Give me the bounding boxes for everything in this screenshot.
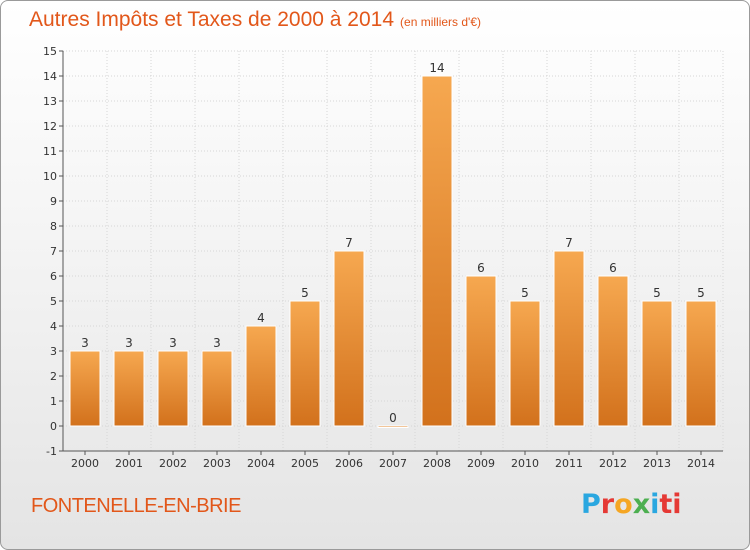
data-label: 3 bbox=[213, 336, 221, 350]
data-label: 14 bbox=[429, 61, 444, 75]
bar bbox=[421, 75, 453, 427]
x-tick-label: 2003 bbox=[203, 457, 231, 470]
x-tick-label: 2007 bbox=[379, 457, 407, 470]
commune-name: FONTENELLE-EN-BRIE bbox=[31, 495, 241, 517]
data-label: 3 bbox=[125, 336, 133, 350]
y-tick-label: 10 bbox=[43, 170, 57, 183]
bar bbox=[333, 250, 365, 427]
chart-title-text: Autres Impôts et Taxes de 2000 à 2014 bbox=[29, 8, 395, 31]
data-label: 5 bbox=[521, 286, 529, 300]
y-tick-label: 2 bbox=[50, 370, 57, 383]
logo-letter: P bbox=[581, 489, 601, 520]
bar-layer bbox=[69, 75, 717, 428]
y-tick-label: 0 bbox=[50, 420, 57, 433]
data-label: 3 bbox=[81, 336, 89, 350]
data-label: 5 bbox=[301, 286, 309, 300]
bar bbox=[245, 325, 277, 427]
y-tick-label: 6 bbox=[50, 270, 57, 283]
data-label: 6 bbox=[609, 261, 617, 275]
data-label: 7 bbox=[345, 236, 353, 250]
data-label: 4 bbox=[257, 311, 265, 325]
x-tick-label: 2013 bbox=[643, 457, 671, 470]
bar bbox=[201, 350, 233, 427]
logo-letter: r bbox=[600, 489, 615, 520]
data-label: 5 bbox=[697, 286, 705, 300]
y-tick-label: 9 bbox=[50, 195, 57, 208]
bar bbox=[289, 300, 321, 427]
bar bbox=[553, 250, 585, 427]
data-label: 3 bbox=[169, 336, 177, 350]
data-label: 5 bbox=[653, 286, 661, 300]
x-tick-label: 2004 bbox=[247, 457, 275, 470]
y-tick-label: 7 bbox=[50, 245, 57, 258]
data-label: 6 bbox=[477, 261, 485, 275]
y-tick-label: 5 bbox=[50, 295, 57, 308]
x-tick-label: 2011 bbox=[555, 457, 583, 470]
y-tick-label: 14 bbox=[43, 70, 57, 83]
bar bbox=[113, 350, 145, 427]
bar bbox=[597, 275, 629, 427]
bar bbox=[157, 350, 189, 427]
x-tick-label: 2005 bbox=[291, 457, 319, 470]
bar bbox=[377, 425, 409, 428]
chart-unit: (en milliers d'€) bbox=[400, 15, 482, 29]
proxiti-logo[interactable]: Proxiti bbox=[581, 489, 682, 520]
bar bbox=[685, 300, 717, 427]
x-tick-label: 2001 bbox=[115, 457, 143, 470]
logo-letter: o bbox=[614, 489, 633, 520]
y-tick-label: 8 bbox=[50, 220, 57, 233]
x-tick-label: 2002 bbox=[159, 457, 187, 470]
x-tick-label: 2008 bbox=[423, 457, 451, 470]
x-tick-label: 2000 bbox=[71, 457, 99, 470]
bar bbox=[465, 275, 497, 427]
chart-title: Autres Impôts et Taxes de 2000 à 2014 (en… bbox=[29, 8, 481, 32]
x-tick-label: 2014 bbox=[687, 457, 715, 470]
x-tick-label: 2010 bbox=[511, 457, 539, 470]
y-tick-label: 13 bbox=[43, 95, 57, 108]
logo-letter: ti bbox=[659, 489, 682, 520]
y-tick-label: 12 bbox=[43, 120, 57, 133]
logo-letter: x bbox=[632, 489, 651, 520]
x-tick-label: 2006 bbox=[335, 457, 363, 470]
grid-layer bbox=[62, 50, 724, 452]
y-tick-label: -1 bbox=[46, 445, 57, 458]
label-layer: 3 3 3 3 4 5 7 0 14 6 5 7 6 5 5 bbox=[81, 61, 705, 425]
x-tick-label: 2012 bbox=[599, 457, 627, 470]
y-tick-label: 11 bbox=[43, 145, 57, 158]
y-tick-label: 15 bbox=[43, 45, 57, 58]
bar bbox=[641, 300, 673, 427]
bar bbox=[509, 300, 541, 427]
bar bbox=[69, 350, 101, 427]
y-tick-label: 3 bbox=[50, 345, 57, 358]
y-tick-label: 4 bbox=[50, 320, 57, 333]
y-tick-label: 1 bbox=[50, 395, 57, 408]
logo-letter: i bbox=[650, 489, 660, 520]
x-tick-label: 2009 bbox=[467, 457, 495, 470]
data-label: 7 bbox=[565, 236, 573, 250]
data-label: 0 bbox=[389, 411, 397, 425]
